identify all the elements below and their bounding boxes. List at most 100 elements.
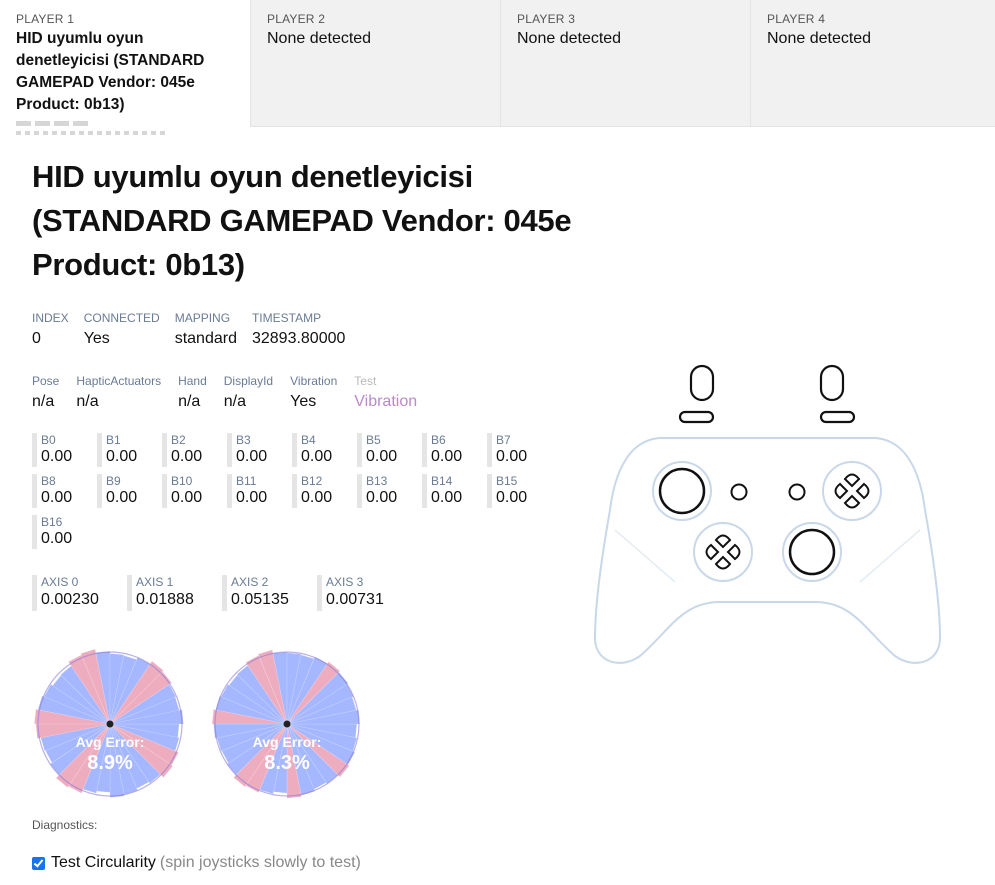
axis-value-text: 0.00731 [326,591,384,608]
info-index: INDEX 0 [32,312,69,350]
left-stick-well [652,461,712,521]
circularity-sector [109,723,150,789]
test-circularity-toggle[interactable]: Test Circularity (spin joysticks slowly … [32,854,361,872]
right-bumper-icon [819,410,856,424]
button-value-text: 0.00 [236,448,268,465]
tab-player-4[interactable]: PLAYER 4 None detected [751,0,995,127]
tab-player-1[interactable]: PLAYER 1 HID uyumlu oyun denetleyicisi (… [0,0,251,135]
face-buttons-icon [834,473,870,509]
button-value-text: 0.00 [366,448,398,465]
circularity-sector [43,683,111,725]
button-label: B14 [431,474,453,488]
tab-label: PLAYER 4 [767,12,826,26]
info-label: HapticActuators [76,374,162,388]
button-label: B13 [366,474,388,488]
button-value: B13 0.00 [357,474,422,508]
axis-value-text: 0.00230 [41,591,99,608]
tab-player-3[interactable]: PLAYER 3 None detected [501,0,751,127]
info-label: Pose [32,374,60,388]
left-stick-icon [658,467,706,515]
button-label: B2 [171,433,186,447]
button-value-text: 0.00 [106,448,138,465]
gamepad-title: HID uyumlu oyun denetleyicisi (STANDARD … [32,159,572,282]
button-value-text: 0.00 [496,448,528,465]
tab-gamepad-name: HID uyumlu oyun denetleyicisi (STANDARD … [16,30,205,113]
axis-label: AXIS 1 [136,575,174,589]
info-value: 32893.80000 [251,330,346,347]
circularity-sector [286,654,315,725]
circularity-sector [220,683,288,725]
start-button-icon [788,483,806,501]
button-label: B3 [236,433,251,447]
info-value: 0 [32,330,41,347]
button-label: B6 [431,433,446,447]
back-button-icon [730,483,748,501]
tab-mini-state-strip [16,121,234,135]
info-value: n/a [223,393,246,410]
button-value-text: 0.00 [366,489,398,506]
axis-value: AXIS 3 0.00731 [317,575,412,611]
circularity-sector [286,696,357,725]
circularity-sector [286,652,302,725]
axis-label: AXIS 0 [41,575,79,589]
checkbox-checked-icon[interactable] [32,856,45,870]
info-label: CONNECTED [83,311,160,325]
player-tabs: PLAYER 1 HID uyumlu oyun denetleyicisi (… [0,0,995,135]
tab-player-2[interactable]: PLAYER 2 None detected [251,0,501,127]
button-label: B16 [41,515,63,529]
gamepad-diagram-icon [593,364,942,664]
test-vibration-button[interactable]: Vibration [354,393,418,410]
button-value-text: 0.00 [496,489,528,506]
axis-value: AXIS 2 0.05135 [222,575,317,611]
circularity-sector [34,708,111,725]
stick-position-dot [283,720,291,728]
button-value: B16 0.00 [32,515,97,549]
tab-gamepad-name: None detected [767,30,872,47]
axis-value-text: 0.05135 [231,591,289,608]
circularity-sector [109,660,164,725]
button-value-text: 0.00 [41,489,73,506]
info-vibration: Vibration Yes [290,375,337,413]
left-trigger-icon [689,364,715,402]
button-value-text: 0.00 [301,489,333,506]
circularity-sector [286,661,341,725]
info-value: Yes [290,393,317,410]
button-value-text: 0.00 [41,530,73,547]
circularity-sector [109,696,180,725]
circularity-sector [286,671,349,725]
info-value: n/a [76,393,99,410]
button-value-text: 0.00 [171,448,203,465]
info-label: Vibration [290,374,338,388]
dpad-well [693,522,753,582]
info-display-id: DisplayId n/a [224,375,273,413]
left-stick-circularity-plot: Avg Error: 8.9% [34,648,184,798]
info-label: INDEX [32,311,69,325]
button-value-text: 0.00 [431,489,463,506]
gamepad-info-row: INDEX 0 CONNECTED Yes MAPPING standard T… [32,312,345,350]
avg-error-caption: Avg Error: [76,734,145,750]
avg-error-value: 8.9% [87,752,133,774]
circularity-sector [109,723,179,766]
button-value: B6 0.00 [422,433,487,467]
circularity-sector [109,709,184,725]
button-value-text: 0.00 [41,448,73,465]
info-test: Test Vibration [354,375,417,413]
info-label: DisplayId [223,374,274,388]
button-value: B7 0.00 [487,433,552,467]
tab-label: PLAYER 3 [517,12,576,26]
avg-error-caption: Avg Error: [253,734,322,750]
button-value: B9 0.00 [97,474,162,508]
circularity-sector [245,723,288,793]
right-stick-well [782,522,842,582]
right-stick-circularity-plot: Avg Error: 8.3% [211,649,361,799]
button-value: B1 0.00 [97,433,162,467]
button-label: B4 [301,433,316,447]
button-value: B3 0.00 [227,433,292,467]
info-value: standard [174,330,237,347]
circularity-sectors [34,648,184,798]
gamepad-extensions-row: Pose n/a HapticActuators n/a Hand n/a Di… [32,375,417,413]
stick-position-dot [106,720,114,728]
button-value: B5 0.00 [357,433,422,467]
test-circularity-label: Test Circularity [51,854,156,871]
button-value: B0 0.00 [32,433,97,467]
